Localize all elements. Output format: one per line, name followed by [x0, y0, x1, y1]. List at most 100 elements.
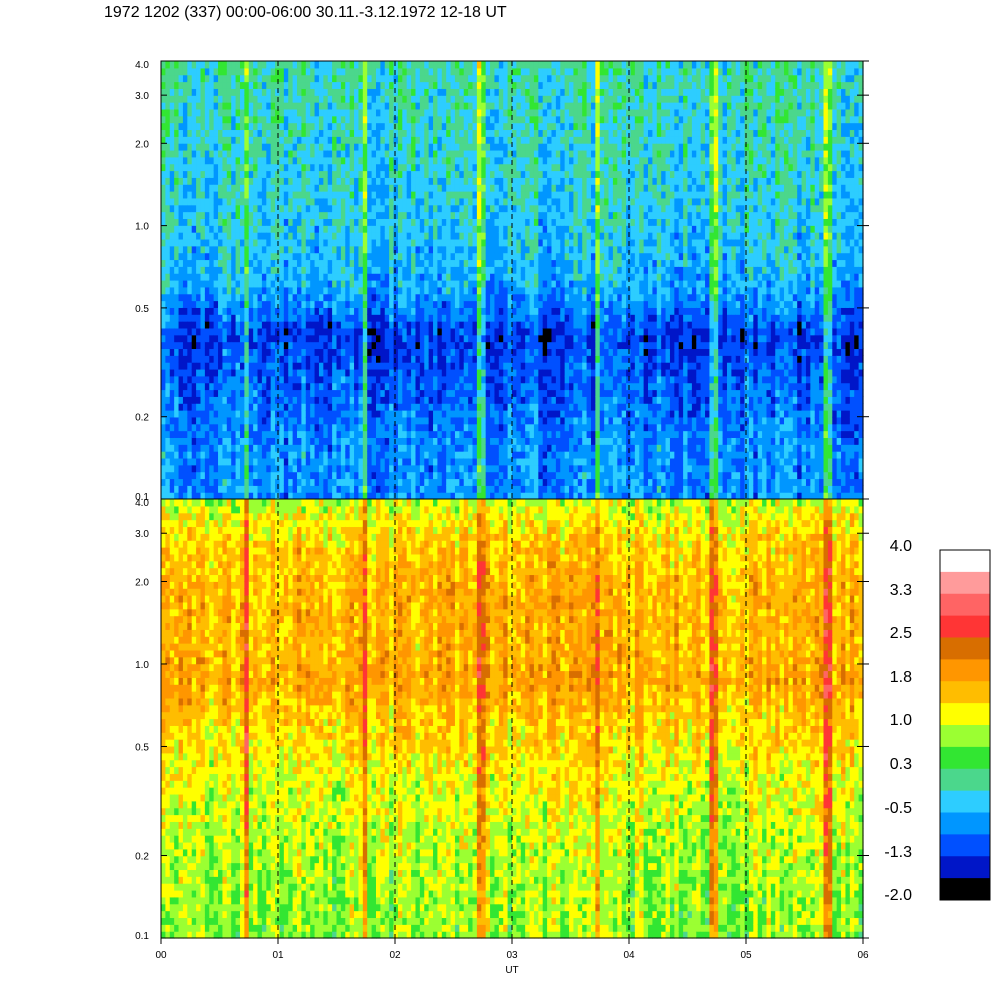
heatmap-cell — [261, 389, 267, 397]
heatmap-cell — [187, 218, 193, 226]
heatmap-cell — [490, 457, 496, 466]
heatmap-cell — [248, 362, 254, 370]
heatmap-cell — [305, 252, 311, 261]
heatmap-cell — [490, 115, 496, 124]
heatmap-cell — [498, 273, 504, 281]
heatmap-cell — [165, 403, 171, 411]
heatmap-cell — [476, 280, 482, 288]
heatmap-cell — [174, 423, 180, 432]
heatmap-cell — [428, 170, 434, 178]
heatmap-cell — [191, 300, 197, 308]
heatmap-cell — [371, 211, 377, 219]
heatmap-cell — [424, 416, 430, 425]
heatmap-cell — [428, 403, 434, 411]
heatmap-cell — [393, 334, 399, 343]
heatmap-cell — [454, 225, 460, 233]
heatmap-cell — [367, 368, 373, 377]
heatmap-cell — [332, 485, 338, 493]
heatmap-cell — [196, 286, 202, 295]
heatmap-cell — [463, 293, 469, 302]
heatmap-cell — [314, 170, 320, 178]
heatmap-cell — [327, 149, 333, 158]
heatmap-cell — [161, 286, 166, 295]
heatmap-cell — [468, 293, 474, 302]
heatmap-cell — [485, 67, 491, 76]
heatmap-cell — [476, 307, 482, 315]
heatmap-cell — [174, 327, 180, 336]
heatmap-cell — [468, 430, 474, 438]
heatmap-cell — [490, 416, 496, 425]
heatmap-cell — [428, 95, 434, 103]
heatmap-cell — [428, 108, 434, 117]
heatmap-cell — [406, 327, 412, 336]
heatmap-cell — [463, 327, 469, 336]
heatmap-cell — [244, 307, 250, 315]
heatmap-cell — [253, 416, 259, 425]
heatmap-cell — [288, 61, 294, 69]
heatmap-cell — [253, 362, 259, 370]
heatmap-cell — [485, 389, 491, 397]
heatmap-cell — [393, 403, 399, 411]
heatmap-cell — [310, 334, 316, 343]
heatmap-cell — [178, 252, 184, 261]
heatmap-cell — [476, 238, 482, 247]
heatmap-cell — [476, 266, 482, 274]
heatmap-cell — [174, 143, 180, 151]
heatmap-cell — [218, 478, 224, 486]
heatmap-cell — [485, 218, 491, 226]
heatmap-cell — [235, 149, 241, 158]
heatmap-cell — [424, 348, 430, 356]
heatmap-cell — [165, 74, 171, 83]
heatmap-cell — [209, 396, 215, 404]
heatmap-cell — [371, 218, 377, 226]
heatmap-cell — [397, 307, 403, 315]
heatmap-cell — [305, 211, 311, 219]
heatmap-cell — [196, 444, 202, 452]
heatmap-cell — [323, 102, 329, 110]
heatmap-cell — [494, 88, 500, 96]
heatmap-cell — [279, 218, 285, 226]
heatmap-cell — [323, 67, 329, 76]
heatmap-cell — [367, 492, 373, 500]
heatmap-cell — [340, 321, 346, 329]
heatmap-cell — [468, 238, 474, 247]
heatmap-cell — [481, 163, 487, 172]
heatmap-cell — [209, 437, 215, 445]
heatmap-cell — [498, 403, 504, 411]
heatmap-cell — [174, 129, 180, 137]
heatmap-cell — [380, 245, 386, 254]
heatmap-cell — [244, 61, 250, 69]
heatmap-cell — [358, 362, 364, 370]
heatmap-cell — [323, 314, 329, 322]
heatmap-cell — [450, 437, 456, 445]
heatmap-cell — [345, 149, 351, 158]
heatmap-cell — [459, 218, 465, 226]
heatmap-cell — [406, 149, 412, 158]
heatmap-cell — [226, 341, 232, 350]
heatmap-cell — [354, 61, 360, 69]
heatmap-cell — [248, 341, 254, 350]
heatmap-cell — [459, 321, 465, 329]
heatmap-cell — [411, 177, 417, 185]
heatmap-cell — [476, 67, 482, 76]
heatmap-cell — [283, 74, 289, 83]
heatmap-cell — [424, 143, 430, 151]
heatmap-cell — [393, 102, 399, 110]
heatmap-cell — [384, 410, 390, 418]
heatmap-cell — [340, 88, 346, 96]
heatmap-cell — [235, 232, 241, 240]
heatmap-cell — [310, 170, 316, 178]
heatmap-cell — [424, 451, 430, 459]
heatmap-cell — [178, 293, 184, 302]
heatmap-cell — [389, 88, 395, 96]
heatmap-cell — [187, 143, 193, 151]
heatmap-cell — [257, 136, 263, 144]
heatmap-cell — [323, 259, 329, 267]
heatmap-cell — [345, 286, 351, 295]
heatmap-cell — [428, 238, 434, 247]
heatmap-cell — [384, 485, 390, 493]
heatmap-cell — [354, 204, 360, 213]
heatmap-cell — [441, 184, 447, 192]
heatmap-cell — [169, 451, 175, 459]
heatmap-cell — [288, 273, 294, 281]
